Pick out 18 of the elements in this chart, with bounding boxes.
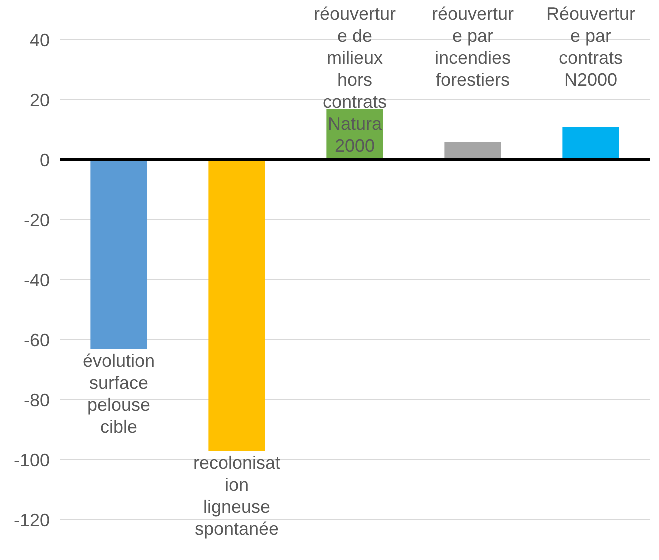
y-tick-label: -40 (24, 270, 50, 290)
bar (90, 160, 148, 349)
x-tick-label: Réouverture par contrats N2000 (546, 4, 636, 90)
y-tick-label: -80 (24, 390, 50, 410)
y-tick-label: -60 (24, 330, 50, 350)
y-tick-label: -120 (14, 510, 50, 530)
y-tick-label: -100 (14, 450, 50, 470)
x-tick-label: recolonisation ligneuse spontanée (193, 453, 281, 539)
y-tick-label: -20 (24, 210, 50, 230)
x-tick-label: réouverture de milieux hors contrats Natura 2000 (314, 4, 396, 156)
y-tick-label: 20 (30, 90, 50, 110)
y-tick-label: 40 (30, 30, 50, 50)
y-tick-label: 0 (40, 150, 50, 170)
bar (444, 142, 502, 160)
x-tick-label: réouverture par incendies forestiers (432, 4, 514, 90)
bar (208, 160, 266, 451)
bar (562, 127, 620, 160)
x-tick-label: évolution surface pelouse cible (82, 351, 156, 437)
